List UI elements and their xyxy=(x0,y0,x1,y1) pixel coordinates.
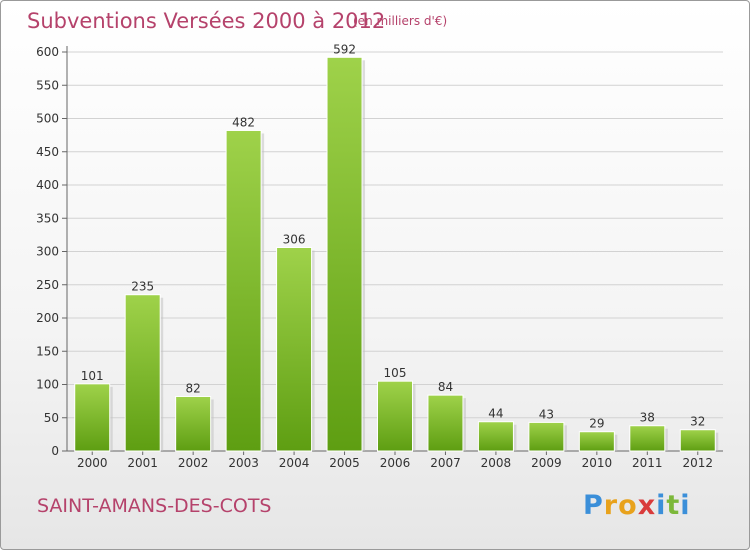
data-label: 482 xyxy=(232,115,255,129)
bar-2008 xyxy=(477,421,514,452)
y-tick-label: 250 xyxy=(36,278,59,292)
y-tick-label: 0 xyxy=(51,444,59,458)
brand-letter: i xyxy=(656,490,667,521)
brand-letter: P xyxy=(583,490,604,521)
x-tick-label: 2002 xyxy=(178,456,209,470)
y-tick-label: 100 xyxy=(36,378,59,392)
x-tick-label: 2000 xyxy=(77,456,108,470)
x-tick-label: 2001 xyxy=(127,456,158,470)
data-label: 43 xyxy=(539,407,554,421)
data-label: 44 xyxy=(488,407,503,421)
bar-2003 xyxy=(225,129,262,452)
bar-2009 xyxy=(528,421,565,452)
proxiti-logo: Proxiti xyxy=(583,490,691,521)
x-tick-label: 2009 xyxy=(531,456,562,470)
y-tick-labels: 0 50 100 150 200 250 300 350 400 450 500 550 600 xyxy=(36,45,59,458)
brand-letter: x xyxy=(637,490,657,521)
y-tick-label: 500 xyxy=(36,112,59,126)
data-label: 29 xyxy=(589,417,604,431)
data-label: 82 xyxy=(186,381,201,395)
commune-name: SAINT-AMANS-DES-COTS xyxy=(37,495,272,517)
bars xyxy=(74,56,719,452)
y-tick-label: 450 xyxy=(36,145,59,159)
grid-lines xyxy=(67,51,723,419)
y-tick-label: 50 xyxy=(44,411,59,425)
x-tick-label: 2005 xyxy=(329,456,360,470)
x-tick-label: 2003 xyxy=(228,456,259,470)
data-label: 306 xyxy=(283,233,306,247)
x-tick-label: 2008 xyxy=(481,456,512,470)
bar-2002 xyxy=(175,395,212,452)
y-tick-label: 600 xyxy=(36,45,59,59)
y-tick-label: 200 xyxy=(36,311,59,325)
y-tick-label: 350 xyxy=(36,211,59,225)
bar-2004 xyxy=(276,247,313,452)
x-tick-label: 2007 xyxy=(430,456,461,470)
unit-note: (en milliers d'€) xyxy=(353,14,448,28)
x-tick-label: 2011 xyxy=(632,456,663,470)
x-tick-label: 2012 xyxy=(682,456,713,470)
bar-2007 xyxy=(427,394,464,452)
data-labels: 101 235 82 482 306 592 105 84 44 43 29 38 32 xyxy=(81,42,706,430)
x-tick-label: 2006 xyxy=(380,456,411,470)
bar-2011 xyxy=(629,425,666,452)
x-tick-labels: 2000 2001 2002 2003 2004 2005 2006 2007 2008 2009… xyxy=(77,456,713,470)
data-label: 101 xyxy=(81,369,104,383)
bar-2010 xyxy=(578,431,615,452)
data-label: 592 xyxy=(333,42,356,56)
data-label: 235 xyxy=(131,280,154,294)
x-tick-label: 2010 xyxy=(582,456,613,470)
brand-letter: i xyxy=(680,490,691,521)
brand-letter: r xyxy=(603,490,619,521)
data-label: 38 xyxy=(640,411,655,425)
data-label: 32 xyxy=(690,415,705,429)
data-label: 84 xyxy=(438,380,453,394)
bar-2000 xyxy=(74,383,111,452)
y-tick-label: 550 xyxy=(36,78,59,92)
bar-2012 xyxy=(679,429,716,452)
data-label: 105 xyxy=(384,366,407,380)
bar-2005 xyxy=(326,56,363,452)
y-tick-label: 400 xyxy=(36,178,59,192)
bar-2001 xyxy=(124,294,161,452)
y-tick-label: 150 xyxy=(36,344,59,358)
x-tick-label: 2004 xyxy=(279,456,310,470)
brand-letter: t xyxy=(666,490,681,521)
chart-title: Subventions Versées 2000 à 2012 xyxy=(27,9,386,33)
y-tick-label: 300 xyxy=(36,245,59,259)
brand-letter: o xyxy=(618,490,638,521)
bar-2006 xyxy=(377,380,413,452)
